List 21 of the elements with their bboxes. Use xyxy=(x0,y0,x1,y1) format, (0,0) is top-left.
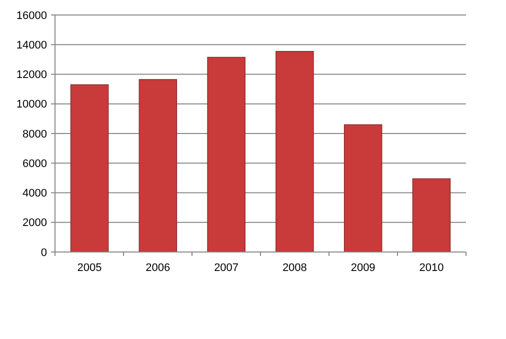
y-tick-label: 6000 xyxy=(22,158,47,170)
x-tick-label: 2010 xyxy=(419,262,444,274)
bar xyxy=(70,84,109,252)
bar xyxy=(412,178,451,252)
y-tick-label: 14000 xyxy=(16,39,47,52)
y-tick-label: 12000 xyxy=(16,69,47,82)
bar xyxy=(207,56,246,252)
y-tick-label: 4000 xyxy=(22,188,47,200)
y-tick-label: 16000 xyxy=(16,10,47,22)
y-tick-label: 0 xyxy=(40,246,47,259)
x-tick-label: 2006 xyxy=(146,262,170,274)
y-tick-label: 2000 xyxy=(22,217,47,230)
bar xyxy=(344,124,382,252)
x-tick-label: 2005 xyxy=(77,262,102,274)
x-tick-label: 2009 xyxy=(350,262,376,274)
x-tick-label: 2008 xyxy=(282,262,307,274)
x-tick-label: 2007 xyxy=(214,262,239,274)
bar xyxy=(276,50,314,252)
y-tick-label: 10000 xyxy=(16,98,47,111)
bar xyxy=(138,79,178,252)
y-tick-label: 8000 xyxy=(22,128,47,140)
